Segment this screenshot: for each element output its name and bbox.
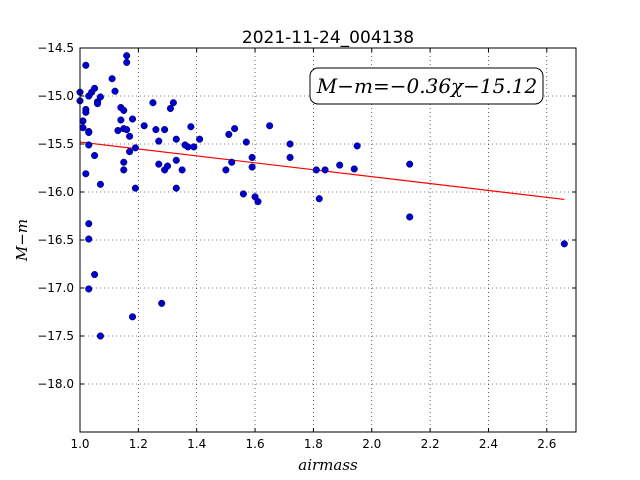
data-point <box>120 166 128 174</box>
y-tick-label: −15.5 <box>37 137 74 151</box>
data-point <box>190 143 198 151</box>
data-point <box>286 153 294 161</box>
data-point <box>196 135 204 143</box>
data-point <box>123 58 131 66</box>
data-point <box>126 132 134 140</box>
x-tick-label: 1.2 <box>129 437 148 451</box>
data-point <box>231 125 239 133</box>
data-point <box>336 161 344 169</box>
chart-title: 2021-11-24_004138 <box>242 28 414 48</box>
y-tick-label: −15.0 <box>37 89 74 103</box>
data-point <box>85 235 93 243</box>
x-tick-label: 1.8 <box>304 437 323 451</box>
y-tick-label: −16.5 <box>37 233 74 247</box>
y-axis-ticks: −14.5 −15.0 −15.5 −16.0 −16.5 −17.0 −17.5 −18.0 <box>37 41 576 391</box>
data-point <box>266 122 274 130</box>
data-point <box>169 99 177 107</box>
y-axis-label: M−m <box>13 219 31 262</box>
x-tick-label: 2.0 <box>362 437 381 451</box>
data-point <box>96 93 104 101</box>
data-point <box>187 123 195 131</box>
data-point <box>96 332 104 340</box>
data-point <box>91 151 99 160</box>
data-point <box>149 99 157 107</box>
data-point <box>286 140 294 148</box>
data-point <box>91 271 99 279</box>
y-tick-label: −14.5 <box>37 41 74 55</box>
x-axis-ticks: 1.0 1.2 1.4 1.6 1.8 2.0 2.2 2.4 2.6 <box>70 48 556 451</box>
data-point <box>85 128 93 137</box>
data-point <box>85 141 93 149</box>
data-point <box>111 87 119 95</box>
data-point <box>321 166 329 174</box>
x-tick-label: 2.6 <box>537 437 556 451</box>
fit-equation-box: M−m=−0.36χ−15.12 <box>309 67 544 105</box>
data-point <box>178 166 186 174</box>
data-point <box>315 195 323 203</box>
data-point <box>126 148 134 156</box>
data-points <box>76 52 568 340</box>
data-point <box>406 160 414 168</box>
data-point <box>96 180 104 188</box>
data-point <box>120 106 128 114</box>
data-point <box>222 166 230 174</box>
data-point <box>166 104 174 113</box>
data-point <box>82 61 90 69</box>
data-point <box>79 124 87 132</box>
data-point <box>128 115 137 123</box>
data-point <box>406 213 414 221</box>
data-point <box>248 153 256 161</box>
data-point <box>225 130 233 138</box>
data-point <box>123 52 131 60</box>
data-point <box>128 313 137 321</box>
data-point <box>85 285 93 293</box>
data-point <box>93 100 102 108</box>
data-point <box>155 137 163 145</box>
data-point <box>239 190 247 198</box>
data-point <box>108 75 116 83</box>
x-tick-label: 1.6 <box>246 437 265 451</box>
data-point <box>228 158 236 166</box>
data-point <box>350 165 358 173</box>
y-tick-label: −18.0 <box>37 377 74 391</box>
data-point <box>560 240 568 248</box>
data-point <box>172 156 180 164</box>
data-point <box>312 166 320 174</box>
y-tick-label: −17.0 <box>37 281 74 295</box>
data-point <box>82 108 90 116</box>
data-point <box>117 116 125 124</box>
data-point <box>248 163 256 171</box>
data-point <box>91 84 99 92</box>
y-tick-label: −17.5 <box>37 329 74 343</box>
data-point <box>79 117 87 125</box>
data-point <box>161 126 169 134</box>
data-point <box>131 184 139 192</box>
data-point <box>158 299 166 307</box>
x-tick-label: 2.4 <box>479 437 498 451</box>
fit-equation-frame <box>309 67 544 105</box>
x-tick-label: 1.0 <box>70 437 89 451</box>
data-point <box>82 170 90 178</box>
x-tick-label: 1.4 <box>187 437 206 451</box>
data-point <box>242 138 250 146</box>
y-tick-label: −16.0 <box>37 185 74 199</box>
data-point <box>85 220 93 228</box>
data-point <box>163 162 172 170</box>
fit-equation-text: M−m=−0.36χ−15.12 <box>316 74 537 98</box>
data-point <box>353 142 361 150</box>
data-point <box>152 126 160 134</box>
data-point <box>140 122 148 130</box>
data-point <box>172 135 180 143</box>
x-tick-label: 2.2 <box>421 437 440 451</box>
data-point <box>123 126 131 134</box>
data-point <box>254 198 262 206</box>
data-point <box>155 160 163 168</box>
data-point <box>131 144 139 152</box>
data-point <box>120 158 128 166</box>
x-axis-label: airmass <box>298 456 358 474</box>
data-point <box>172 184 180 192</box>
